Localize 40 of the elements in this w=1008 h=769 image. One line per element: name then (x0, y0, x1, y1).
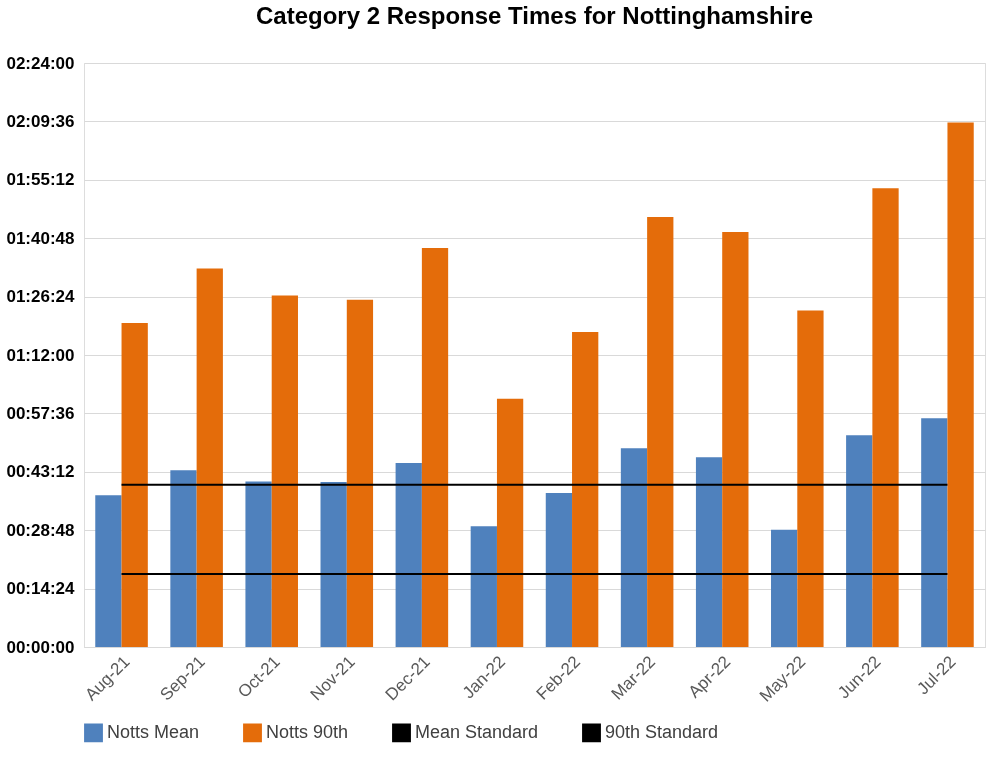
bar (95, 495, 122, 647)
legend-label: Notts 90th (266, 721, 349, 742)
bar (245, 481, 272, 647)
bar (572, 331, 599, 647)
y-tick-label: 02:24:00 (6, 53, 75, 73)
y-tick-label: 01:40:48 (6, 228, 75, 248)
bar (470, 526, 497, 647)
y-tick-label: 01:26:24 (6, 287, 76, 307)
chart-title: Category 2 Response Times for Nottinghamshire (255, 2, 814, 29)
y-tick-label: 00:28:48 (6, 520, 75, 540)
bar (121, 322, 148, 647)
bar (620, 448, 648, 647)
bar (797, 310, 824, 647)
legend-label: Notts Mean (107, 721, 200, 742)
bar (695, 457, 723, 647)
bar (545, 492, 573, 647)
bar (872, 188, 899, 647)
y-tick-label: 00:14:24 (6, 579, 76, 599)
y-tick-label: 00:57:36 (6, 403, 75, 423)
bar (346, 299, 374, 647)
bar (271, 295, 298, 647)
bar (921, 418, 948, 647)
y-tick-label: 02:09:36 (6, 111, 75, 131)
legend-label: Mean Standard (415, 721, 539, 742)
bar (947, 122, 974, 647)
bar (320, 481, 347, 647)
bar (722, 232, 749, 647)
bar (395, 462, 422, 647)
bar (846, 435, 873, 647)
bar (496, 398, 524, 647)
y-tick-label: 01:55:12 (6, 170, 75, 190)
y-tick-label: 01:12:00 (6, 345, 75, 365)
legend-label: 90th Standard (605, 721, 719, 742)
bar (421, 247, 449, 647)
bar (170, 470, 197, 647)
bar (771, 529, 798, 647)
bar (647, 217, 674, 647)
bar (196, 268, 223, 647)
y-tick-label: 00:43:12 (6, 462, 75, 482)
y-tick-label: 00:00:00 (6, 637, 75, 657)
